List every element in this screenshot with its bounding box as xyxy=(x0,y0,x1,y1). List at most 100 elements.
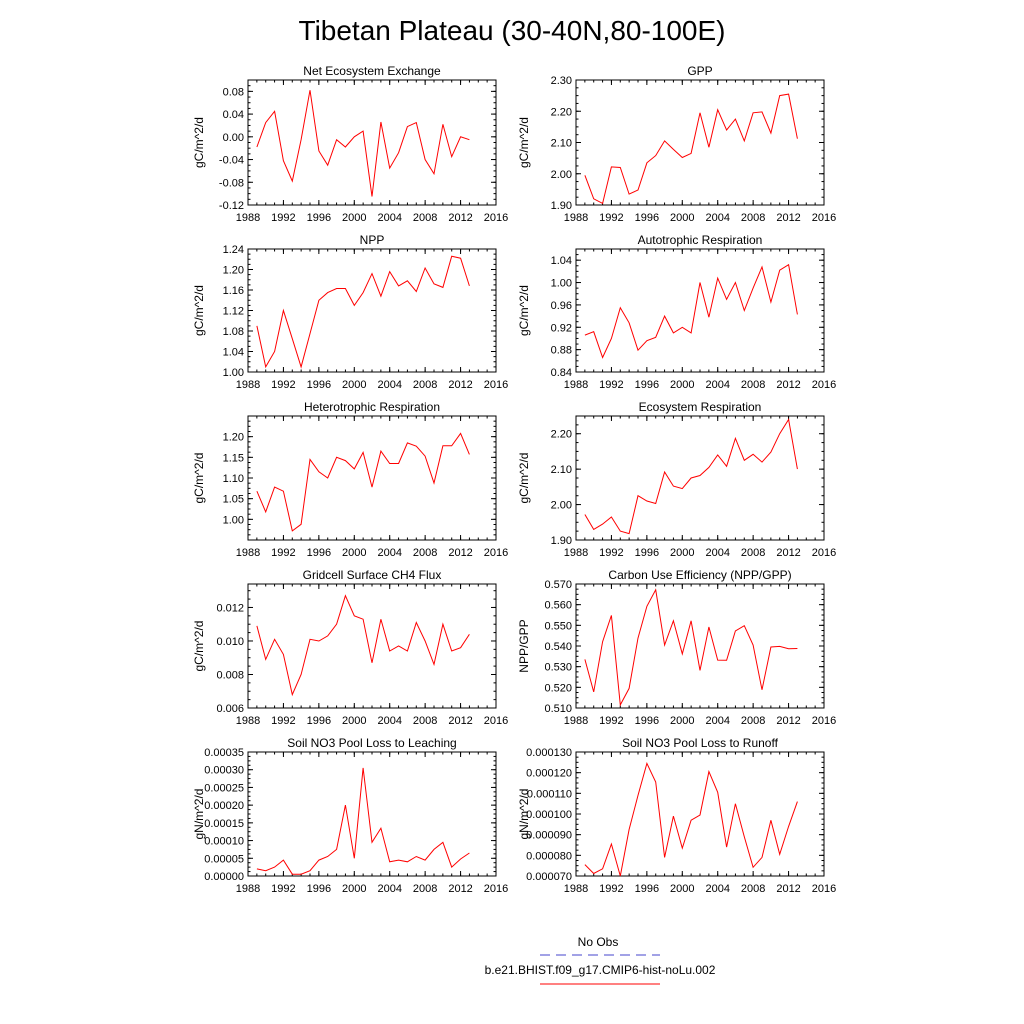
x-tick-label: 1992 xyxy=(271,379,295,391)
x-tick-label: 2004 xyxy=(377,883,401,895)
x-tick-label: 2004 xyxy=(377,379,401,391)
x-tick-label: 1996 xyxy=(635,547,659,559)
panel-title: Heterotrophic Respiration xyxy=(304,400,440,414)
x-tick-label: 1988 xyxy=(564,715,588,727)
y-tick-label: 1.05 xyxy=(223,494,244,506)
x-tick-label: 1988 xyxy=(236,379,260,391)
x-tick-label: 2008 xyxy=(741,212,765,224)
x-tick-label: 2000 xyxy=(670,547,694,559)
y-tick-label: 1.00 xyxy=(223,367,244,379)
plot-frame xyxy=(247,415,497,541)
x-tick-label: 2008 xyxy=(413,715,437,727)
y-tick-label: -0.08 xyxy=(219,177,244,189)
panel-title: Gridcell Surface CH4 Flux xyxy=(303,568,442,582)
series-line xyxy=(584,418,798,535)
panel-title: Carbon Use Efficiency (NPP/GPP) xyxy=(608,568,791,582)
x-tick-label: 1988 xyxy=(236,212,260,224)
plot-frame xyxy=(575,415,825,541)
x-tick-label: 2000 xyxy=(342,547,366,559)
panel-title: Net Ecosystem Exchange xyxy=(303,64,441,78)
x-tick-label: 1988 xyxy=(564,379,588,391)
x-tick-label: 2016 xyxy=(484,883,508,895)
y-tick-label: 1.12 xyxy=(223,306,244,318)
y-tick-label: 0.000090 xyxy=(526,830,572,842)
y-tick-label: 0.006 xyxy=(216,703,244,715)
y-tick-label: 1.90 xyxy=(551,535,572,547)
y-tick-label: 1.20 xyxy=(223,432,244,444)
x-tick-label: 1992 xyxy=(271,715,295,727)
x-tick-label: 1996 xyxy=(635,883,659,895)
panel-title: NPP xyxy=(360,233,385,247)
y-tick-label: 0.96 xyxy=(551,300,572,312)
x-tick-label: 1988 xyxy=(236,715,260,727)
x-tick-label: 2012 xyxy=(776,379,800,391)
x-tick-label: 2008 xyxy=(413,547,437,559)
x-tick-label: 1996 xyxy=(307,547,331,559)
x-tick-label: 2016 xyxy=(484,715,508,727)
x-tick-label: 2012 xyxy=(776,715,800,727)
legend-label-model: b.e21.BHIST.f09_g17.CMIP6-hist-noLu.002 xyxy=(485,963,716,977)
series-line xyxy=(256,90,470,197)
x-tick-label: 2012 xyxy=(448,547,472,559)
y-tick-label: 0.000130 xyxy=(526,747,572,759)
x-tick-label: 1996 xyxy=(307,883,331,895)
panel-carbon-use-efficiency-npp-gpp: Carbon Use Efficiency (NPP/GPP) 1988 1992 1… xyxy=(517,568,836,727)
y-tick-label: -0.12 xyxy=(219,200,244,212)
panels: Net Ecosystem Exchange 1988 1992 1996 2000 20… xyxy=(192,64,836,895)
series-line xyxy=(256,432,470,532)
y-tick-label: 0.510 xyxy=(544,703,572,715)
y-tick-label: 2.00 xyxy=(551,500,572,512)
y-tick-label: 2.30 xyxy=(551,75,572,87)
y-tick-label: 0.000100 xyxy=(526,809,572,821)
x-tick-label: 2012 xyxy=(448,379,472,391)
y-tick-label: 0.000120 xyxy=(526,768,572,780)
y-tick-label: 0.88 xyxy=(551,345,572,357)
x-tick-label: 1996 xyxy=(307,715,331,727)
y-tick-label: 1.04 xyxy=(551,255,572,267)
y-tick-label: 0.520 xyxy=(544,682,572,694)
x-tick-label: 2016 xyxy=(812,379,836,391)
x-tick-label: 1992 xyxy=(599,547,623,559)
x-tick-label: 2000 xyxy=(670,379,694,391)
y-tick-label: 0.012 xyxy=(216,602,244,614)
x-tick-label: 1992 xyxy=(599,212,623,224)
x-tick-label: 2004 xyxy=(705,715,729,727)
x-tick-label: 2000 xyxy=(670,715,694,727)
x-tick-label: 2000 xyxy=(670,883,694,895)
x-tick-label: 1996 xyxy=(635,212,659,224)
x-tick-label: 2000 xyxy=(342,883,366,895)
x-tick-label: 2012 xyxy=(776,212,800,224)
y-tick-label: 0.000110 xyxy=(527,788,572,800)
plot-frame xyxy=(575,248,825,373)
x-tick-label: 2000 xyxy=(670,212,694,224)
x-tick-label: 2008 xyxy=(741,379,765,391)
y-tick-label: 0.84 xyxy=(551,367,572,379)
plot-frame xyxy=(575,79,825,206)
x-tick-label: 1988 xyxy=(564,212,588,224)
plot-frame xyxy=(575,583,825,709)
y-tick-label: 1.10 xyxy=(223,473,244,485)
series-line xyxy=(256,767,470,875)
series-line xyxy=(256,594,470,697)
y-axis-label: NPP/GPP xyxy=(517,619,531,672)
x-tick-label: 2008 xyxy=(741,715,765,727)
x-tick-label: 1988 xyxy=(236,547,260,559)
y-tick-label: 0.560 xyxy=(544,600,572,612)
y-tick-label: 0.04 xyxy=(223,109,244,121)
y-tick-label: 1.00 xyxy=(223,514,244,526)
x-tick-label: 2004 xyxy=(705,379,729,391)
x-tick-label: 2000 xyxy=(342,379,366,391)
legend-label-no-obs: No Obs xyxy=(578,935,619,949)
x-tick-label: 1988 xyxy=(564,883,588,895)
y-axis-label: gC/m^2/d xyxy=(192,117,206,168)
y-tick-label: 1.04 xyxy=(223,347,244,359)
y-tick-label: 1.15 xyxy=(223,452,244,464)
x-tick-label: 2004 xyxy=(377,212,401,224)
y-axis-label: gN/m^2/d xyxy=(517,789,531,840)
y-tick-label: 0.00 xyxy=(223,132,244,144)
y-tick-label: 0.008 xyxy=(216,669,244,681)
panel-title: Autotrophic Respiration xyxy=(638,233,763,247)
series-line xyxy=(584,263,798,359)
y-tick-label: 1.24 xyxy=(223,244,244,256)
panel-heterotrophic-respiration: Heterotrophic Respiration 1988 1992 1996 200… xyxy=(192,400,508,559)
